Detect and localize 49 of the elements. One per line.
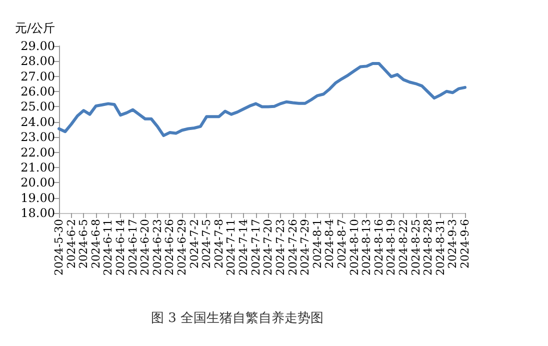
x-tick-label: 2024-6-5 xyxy=(77,219,90,268)
x-tick-label: 2024-7-23 xyxy=(274,219,287,276)
x-tick-label: 2024-6-23 xyxy=(150,219,164,276)
x-tick-label: 2024-6-29 xyxy=(176,219,189,276)
x-tick-label: 2024-7-17 xyxy=(249,219,262,276)
x-tick-label: 2024-8-19 xyxy=(384,219,398,276)
y-tick-label: 26.00 xyxy=(20,84,55,99)
text: 图 3 全国生猪自繁自养走势图 xyxy=(151,310,324,326)
x-tick-label: 2024-7-26 xyxy=(286,219,300,276)
x-tick-label: 2024-9-6 xyxy=(458,219,472,268)
x-tick-label: 2024-6-14 xyxy=(114,219,128,276)
x-tick-label: 2024-6-2 xyxy=(64,219,78,268)
x-tick-label: 2024-7-8 xyxy=(212,219,226,268)
x-tick-label: 2024-8-28 xyxy=(422,219,435,276)
y-tick-label: 29.00 xyxy=(20,39,55,53)
x-tick-label: 2024-8-1 xyxy=(310,219,324,268)
x-tick-label: 2024-7-5 xyxy=(200,219,214,268)
y-tick-label: 25.00 xyxy=(20,100,55,114)
x-tick-label: 2024-8-4 xyxy=(323,219,336,268)
y-tick-label: 20.00 xyxy=(20,176,55,190)
x-tick-label: 2024-6-17 xyxy=(126,219,140,276)
x-tick-label: 2024-7-2 xyxy=(188,219,201,268)
x-tick-label: 2024-7-20 xyxy=(262,219,275,276)
x-tick-label: 2024-7-11 xyxy=(224,219,238,276)
x-tick-label: 2024-8-25 xyxy=(409,219,422,276)
y-tick-label: 23.00 xyxy=(20,130,55,144)
x-tick-label: 2024-8-10 xyxy=(348,219,361,276)
y-tick-label: 27.00 xyxy=(20,69,55,84)
x-tick-label: 2024-9-3 xyxy=(446,219,460,268)
y-tick-label: 22.00 xyxy=(20,145,55,160)
x-tick-label: 2024-6-26 xyxy=(163,219,176,276)
line-series xyxy=(58,62,466,138)
x-tick-label: 2024-8-7 xyxy=(335,219,348,268)
x-tick-label: 2024-6-11 xyxy=(102,219,115,276)
y-tick-label: 19.00 xyxy=(20,190,55,205)
x-tick-label: 2024-8-31 xyxy=(434,219,447,276)
x-tick-label: 2024-6-8 xyxy=(89,219,102,268)
x-tick-label: 2024-7-29 xyxy=(298,219,312,276)
x-tick-label: 2024-6-20 xyxy=(138,219,152,276)
x-tick-label: 2024-8-13 xyxy=(360,219,374,276)
y-tick-label: 24.00 xyxy=(20,114,55,129)
x-tick-label: 2024-5-30 xyxy=(52,219,66,276)
y-axis-title: 元/公斤 xyxy=(15,21,56,35)
x-tick-label: 2024-8-16 xyxy=(372,219,386,276)
x-tick-label: 2024-7-14 xyxy=(237,219,250,276)
y-tick-label: 18.00 xyxy=(20,206,55,220)
y-tick-label: 21.00 xyxy=(20,160,55,174)
x-tick-label: 2024-8-22 xyxy=(396,219,410,276)
y-tick-label: 28.00 xyxy=(20,54,55,68)
